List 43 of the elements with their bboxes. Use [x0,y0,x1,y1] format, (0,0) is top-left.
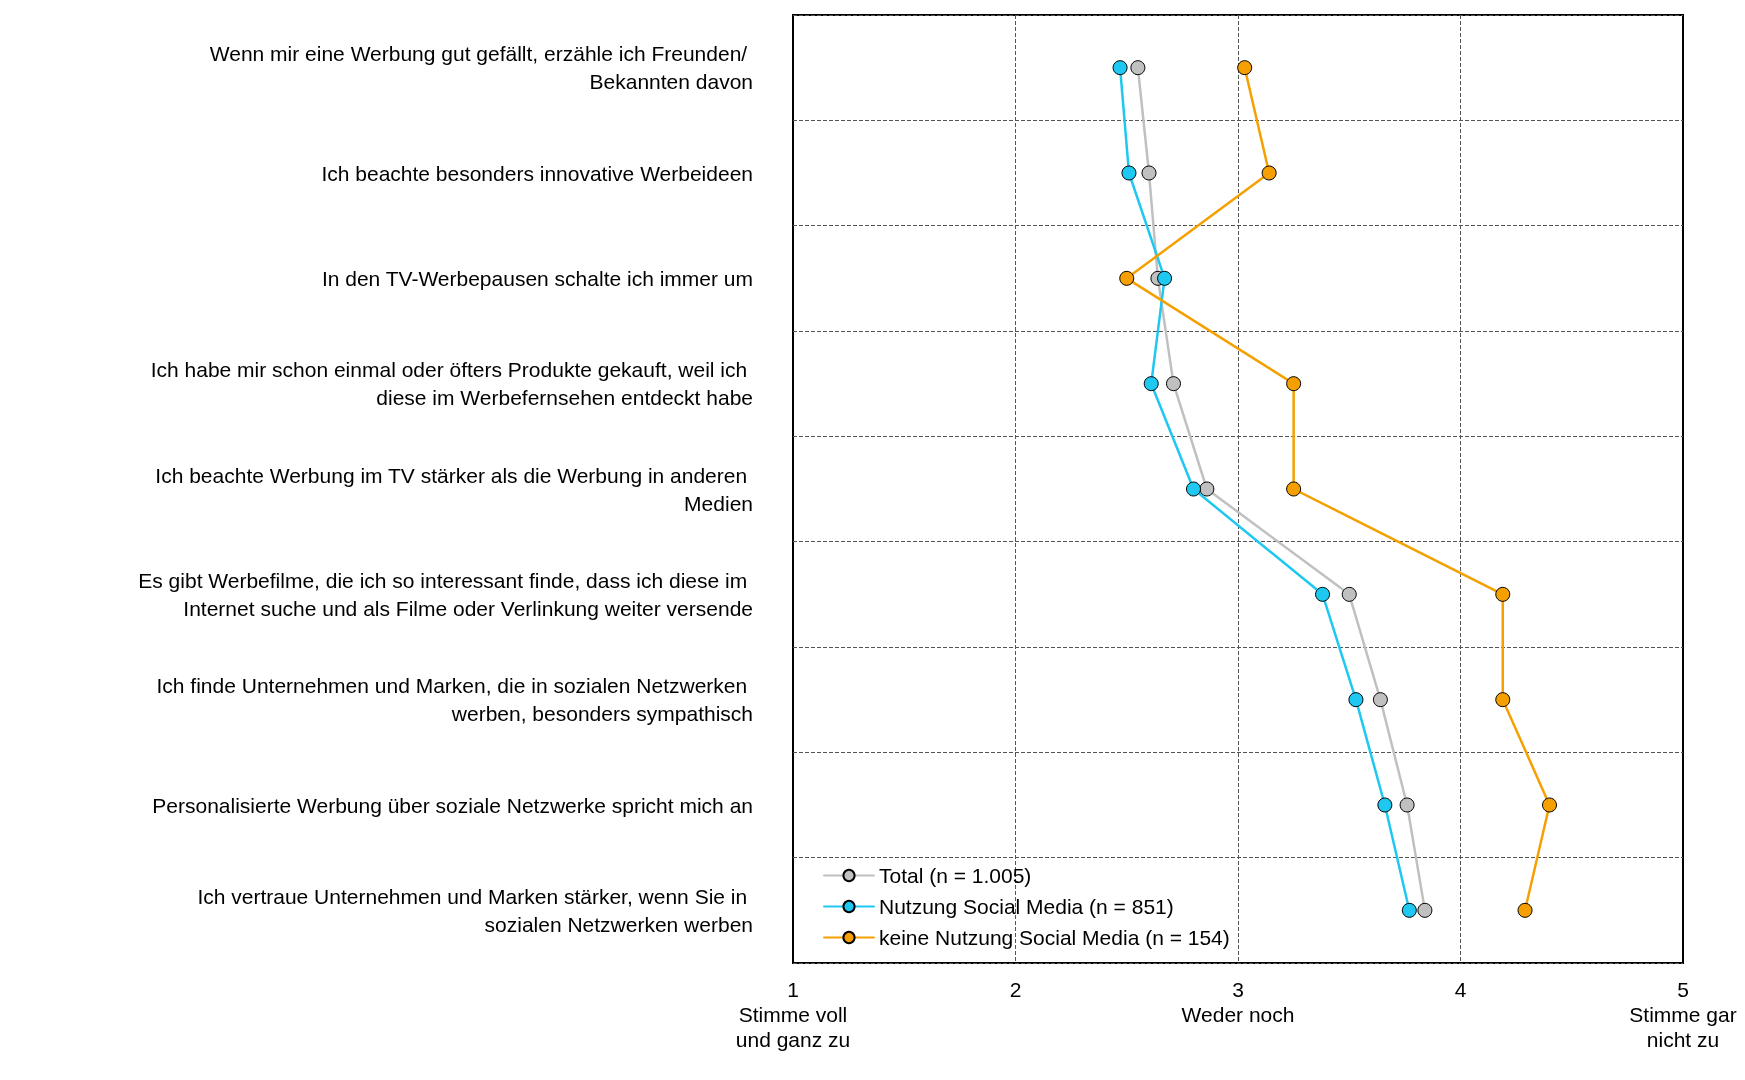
y-tick-label: Wenn mir eine Werbung gut gefällt, erzähle ich Freunden/ Bekannten davon [209,42,753,94]
point [1261,165,1277,181]
legend-label: Nutzung Social Media (n = 851) [879,895,1174,918]
point [1377,797,1393,813]
point [1542,797,1557,813]
point [1112,60,1128,76]
y-tick-label: Ich vertraue Unternehmen und Marken stärker, wenn Sie in sozialen Netzwerken werben [197,884,753,936]
point [1401,902,1417,918]
point [1165,376,1181,392]
legend-label: keine Nutzung Social Media (n = 154) [879,926,1230,949]
point [1372,692,1388,708]
point [1141,165,1157,181]
point [1341,586,1357,602]
x-tick-label: 4 [1454,978,1467,1001]
point [1286,481,1302,497]
y-tick-label: Ich beachte Werbung im TV stärker als die Werbung in anderen Medien [155,463,753,515]
point [1237,60,1253,76]
point [1399,797,1415,813]
point [1348,692,1364,708]
point [1130,60,1146,76]
point [1417,902,1433,918]
x-tick-label: 3 Weder noch [1181,978,1295,1026]
y-tick-label: Ich beachte besonders innovative Werbeideen [321,161,753,185]
y-tick-label: In den TV-Werbepausen schalte ich immer um [321,266,753,290]
point [1157,270,1173,286]
y-tick-label: Ich finde Unternehmen und Marken, die in sozialen Netzwerken werben, besonders sympathisch [156,674,753,726]
point [1315,586,1331,602]
point [1121,165,1137,181]
point [1517,902,1533,918]
x-tick-label: 2 [1009,978,1022,1001]
point [1495,586,1511,602]
legend-label: Total (n = 1.005) [879,864,1032,887]
point [1186,481,1201,497]
point [1199,481,1215,497]
point [1495,692,1511,708]
point [1286,376,1302,392]
y-tick-label: Es gibt Werbefilme, die ich so interessant finde, dass ich diese im Internet suche und als Filme oder Verlinkung weiter versende [138,568,753,620]
y-tick-label: Ich habe mir schon einmal oder öfters Produkte gekauft, weil ich diese im Werbefernsehen entdeckt habe [150,358,753,410]
point [1119,270,1135,286]
x-tick-label: 5 Stimme gar nicht zu [1629,978,1737,1051]
point [1143,376,1159,392]
y-tick-label: Personalisierte Werbung über soziale Netzwerke spricht mich an [152,793,753,817]
x-tick-label: 1 Stimme voll und ganz zu [735,978,851,1051]
